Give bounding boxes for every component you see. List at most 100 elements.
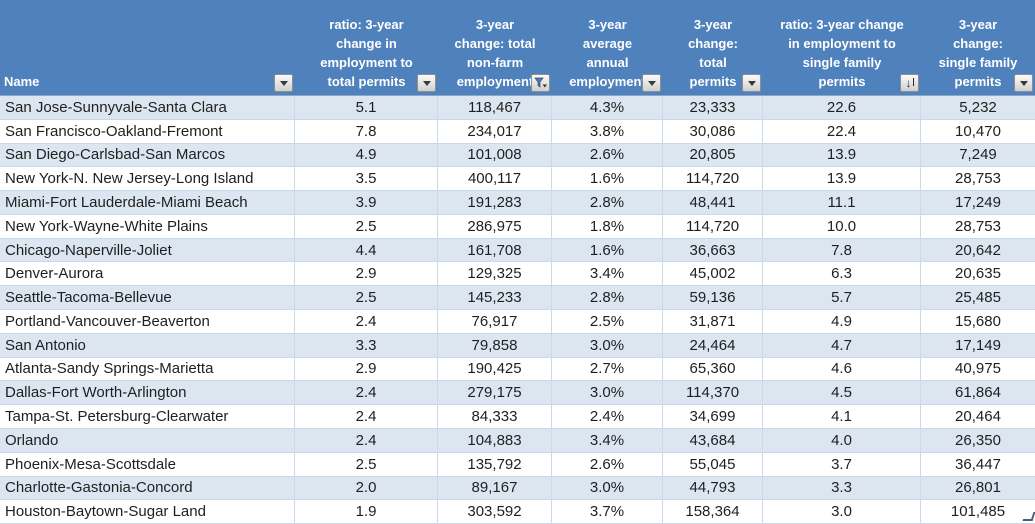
cell-name[interactable]: Phoenix-Mesa-Scottsdale [0, 452, 295, 476]
cell-name[interactable]: Portland-Vancouver-Beaverton [0, 310, 295, 333]
cell-change-total-nonfarm-employment[interactable]: 101,008 [438, 143, 552, 167]
filter-applied-button-change-total-nonfarm-employment[interactable] [531, 74, 550, 92]
cell-change-total-nonfarm-employment[interactable]: 279,175 [438, 381, 552, 405]
cell-change-total-nonfarm-employment[interactable]: 145,233 [438, 286, 552, 310]
cell-ratio-employment-to-total-permits[interactable]: 3.9 [295, 191, 438, 214]
cell-change-total-permits[interactable]: 24,464 [663, 333, 763, 357]
filter-dropdown-button-average-annual-employment[interactable] [642, 74, 661, 92]
cell-name[interactable]: Houston-Baytown-Sugar Land [0, 500, 295, 524]
cell-change-single-family-permits[interactable]: 25,485 [955, 289, 1001, 307]
cell-average-annual-employment[interactable]: 2.6% [552, 143, 663, 167]
cell-change-total-permits[interactable]: 114,370 [663, 381, 763, 405]
cell-change-single-family-permits[interactable]: 10,470 [955, 122, 1001, 140]
cell-ratio-employment-to-single-family-permits[interactable]: 4.1 [763, 405, 921, 428]
cell-average-annual-employment[interactable]: 2.8% [552, 286, 663, 310]
cell-change-total-permits[interactable]: 158,364 [663, 500, 763, 524]
cell-change-single-family-permits[interactable]: 17,249 [955, 194, 1001, 212]
cell-average-annual-employment[interactable]: 1.8% [552, 214, 663, 238]
cell-change-total-permits[interactable]: 65,360 [663, 357, 763, 381]
cell-ratio-employment-to-single-family-permits[interactable]: 5.7 [763, 286, 921, 310]
cell-ratio-employment-to-single-family-permits[interactable]: 4.6 [763, 357, 921, 381]
cell-ratio-employment-to-total-permits[interactable]: 2.5 [295, 286, 438, 310]
cell-ratio-employment-to-total-permits[interactable]: 2.4 [295, 310, 438, 333]
cell-ratio-employment-to-single-family-permits[interactable]: 3.0 [763, 500, 921, 524]
cell-change-total-nonfarm-employment[interactable]: 234,017 [438, 119, 552, 143]
cell-ratio-employment-to-single-family-permits[interactable]: 4.9 [763, 310, 921, 333]
cell-change-total-nonfarm-employment[interactable]: 190,425 [438, 357, 552, 381]
cell-ratio-employment-to-total-permits[interactable]: 4.9 [295, 143, 438, 167]
cell-average-annual-employment[interactable]: 3.0% [552, 381, 663, 405]
cell-change-single-family-permits[interactable]: 26,350 [955, 431, 1001, 449]
cell-ratio-employment-to-single-family-permits[interactable]: 11.1 [763, 191, 921, 214]
cell-change-single-family-permits[interactable]: 20,635 [955, 265, 1001, 283]
cell-ratio-employment-to-single-family-permits[interactable]: 22.4 [763, 119, 921, 143]
cell-ratio-employment-to-total-permits[interactable]: 2.4 [295, 405, 438, 428]
cell-name[interactable]: Chicago-Naperville-Joliet [0, 238, 295, 262]
cell-change-single-family-permits[interactable]: 17,149 [955, 336, 1001, 354]
cell-change-single-family-permits[interactable]: 7,249 [959, 146, 997, 164]
cell-change-total-permits[interactable]: 114,720 [663, 167, 763, 191]
cell-average-annual-employment[interactable]: 2.4% [552, 405, 663, 428]
cell-average-annual-employment[interactable]: 2.7% [552, 357, 663, 381]
cell-ratio-employment-to-single-family-permits[interactable]: 13.9 [763, 143, 921, 167]
cell-average-annual-employment[interactable]: 3.4% [552, 428, 663, 452]
cell-name[interactable]: San Diego-Carlsbad-San Marcos [0, 143, 295, 167]
cell-change-total-permits[interactable]: 48,441 [663, 191, 763, 214]
cell-change-total-permits[interactable]: 55,045 [663, 452, 763, 476]
cell-change-total-permits[interactable]: 59,136 [663, 286, 763, 310]
cell-name[interactable]: Seattle-Tacoma-Bellevue [0, 286, 295, 310]
cell-ratio-employment-to-total-permits[interactable]: 2.4 [295, 428, 438, 452]
filter-dropdown-button-ratio-employment-to-total-permits[interactable] [417, 74, 436, 92]
cell-change-single-family-permits[interactable]: 26,801 [955, 479, 1001, 497]
cell-ratio-employment-to-single-family-permits[interactable]: 10.0 [763, 214, 921, 238]
cell-ratio-employment-to-single-family-permits[interactable]: 3.3 [763, 476, 921, 500]
cell-change-total-nonfarm-employment[interactable]: 129,325 [438, 262, 552, 286]
cell-ratio-employment-to-total-permits[interactable]: 3.3 [295, 333, 438, 357]
cell-ratio-employment-to-single-family-permits[interactable]: 4.5 [763, 381, 921, 405]
cell-change-single-family-permits[interactable]: 28,753 [955, 170, 1001, 188]
cell-name[interactable]: Charlotte-Gastonia-Concord [0, 476, 295, 500]
cell-change-single-family-permits[interactable]: 61,864 [955, 384, 1001, 402]
cell-change-single-family-permits[interactable]: 20,642 [955, 241, 1001, 259]
cell-change-single-family-permits[interactable]: 28,753 [955, 217, 1001, 235]
cell-average-annual-employment[interactable]: 4.3% [552, 96, 663, 119]
cell-name[interactable]: San Antonio [0, 333, 295, 357]
filter-dropdown-button-change-single-family-permits[interactable] [1014, 74, 1033, 92]
cell-change-single-family-permits[interactable]: 36,447 [955, 455, 1001, 473]
cell-change-total-nonfarm-employment[interactable]: 400,117 [438, 167, 552, 191]
cell-change-single-family-permits[interactable]: 101,485 [950, 503, 1006, 521]
cell-ratio-employment-to-single-family-permits[interactable]: 6.3 [763, 262, 921, 286]
cell-change-total-nonfarm-employment[interactable]: 303,592 [438, 500, 552, 524]
cell-ratio-employment-to-total-permits[interactable]: 2.0 [295, 476, 438, 500]
cell-change-total-nonfarm-employment[interactable]: 84,333 [438, 405, 552, 428]
cell-ratio-employment-to-single-family-permits[interactable]: 7.8 [763, 238, 921, 262]
filter-dropdown-button-change-total-permits[interactable] [742, 74, 761, 92]
cell-ratio-employment-to-total-permits[interactable]: 2.4 [295, 381, 438, 405]
cell-ratio-employment-to-single-family-permits[interactable]: 13.9 [763, 167, 921, 191]
cell-name[interactable]: San Francisco-Oakland-Fremont [0, 119, 295, 143]
cell-change-single-family-permits[interactable]: 20,464 [955, 408, 1001, 426]
cell-ratio-employment-to-single-family-permits[interactable]: 22.6 [763, 96, 921, 119]
cell-average-annual-employment[interactable]: 2.6% [552, 452, 663, 476]
cell-change-single-family-permits[interactable]: 40,975 [955, 360, 1001, 378]
cell-change-total-permits[interactable]: 43,684 [663, 428, 763, 452]
cell-change-total-nonfarm-employment[interactable]: 118,467 [438, 96, 552, 119]
cell-change-total-permits[interactable]: 31,871 [663, 310, 763, 333]
cell-ratio-employment-to-total-permits[interactable]: 2.5 [295, 214, 438, 238]
cell-name[interactable]: Tampa-St. Petersburg-Clearwater [0, 405, 295, 428]
cell-ratio-employment-to-single-family-permits[interactable]: 4.7 [763, 333, 921, 357]
cell-average-annual-employment[interactable]: 1.6% [552, 238, 663, 262]
cell-average-annual-employment[interactable]: 2.8% [552, 191, 663, 214]
cell-change-total-nonfarm-employment[interactable]: 104,883 [438, 428, 552, 452]
cell-ratio-employment-to-total-permits[interactable]: 2.9 [295, 357, 438, 381]
cell-change-total-nonfarm-employment[interactable]: 76,917 [438, 310, 552, 333]
cell-change-total-permits[interactable]: 30,086 [663, 119, 763, 143]
cell-name[interactable]: Miami-Fort Lauderdale-Miami Beach [0, 191, 295, 214]
cell-average-annual-employment[interactable]: 3.8% [552, 119, 663, 143]
cell-ratio-employment-to-total-permits[interactable]: 5.1 [295, 96, 438, 119]
cell-name[interactable]: Atlanta-Sandy Springs-Marietta [0, 357, 295, 381]
cell-name[interactable]: Orlando [0, 428, 295, 452]
sort-descending-filter-button-ratio-employment-to-single-family-permits[interactable]: ↓ [900, 74, 919, 92]
cell-change-total-nonfarm-employment[interactable]: 191,283 [438, 191, 552, 214]
cell-name[interactable]: San Jose-Sunnyvale-Santa Clara [0, 96, 295, 119]
